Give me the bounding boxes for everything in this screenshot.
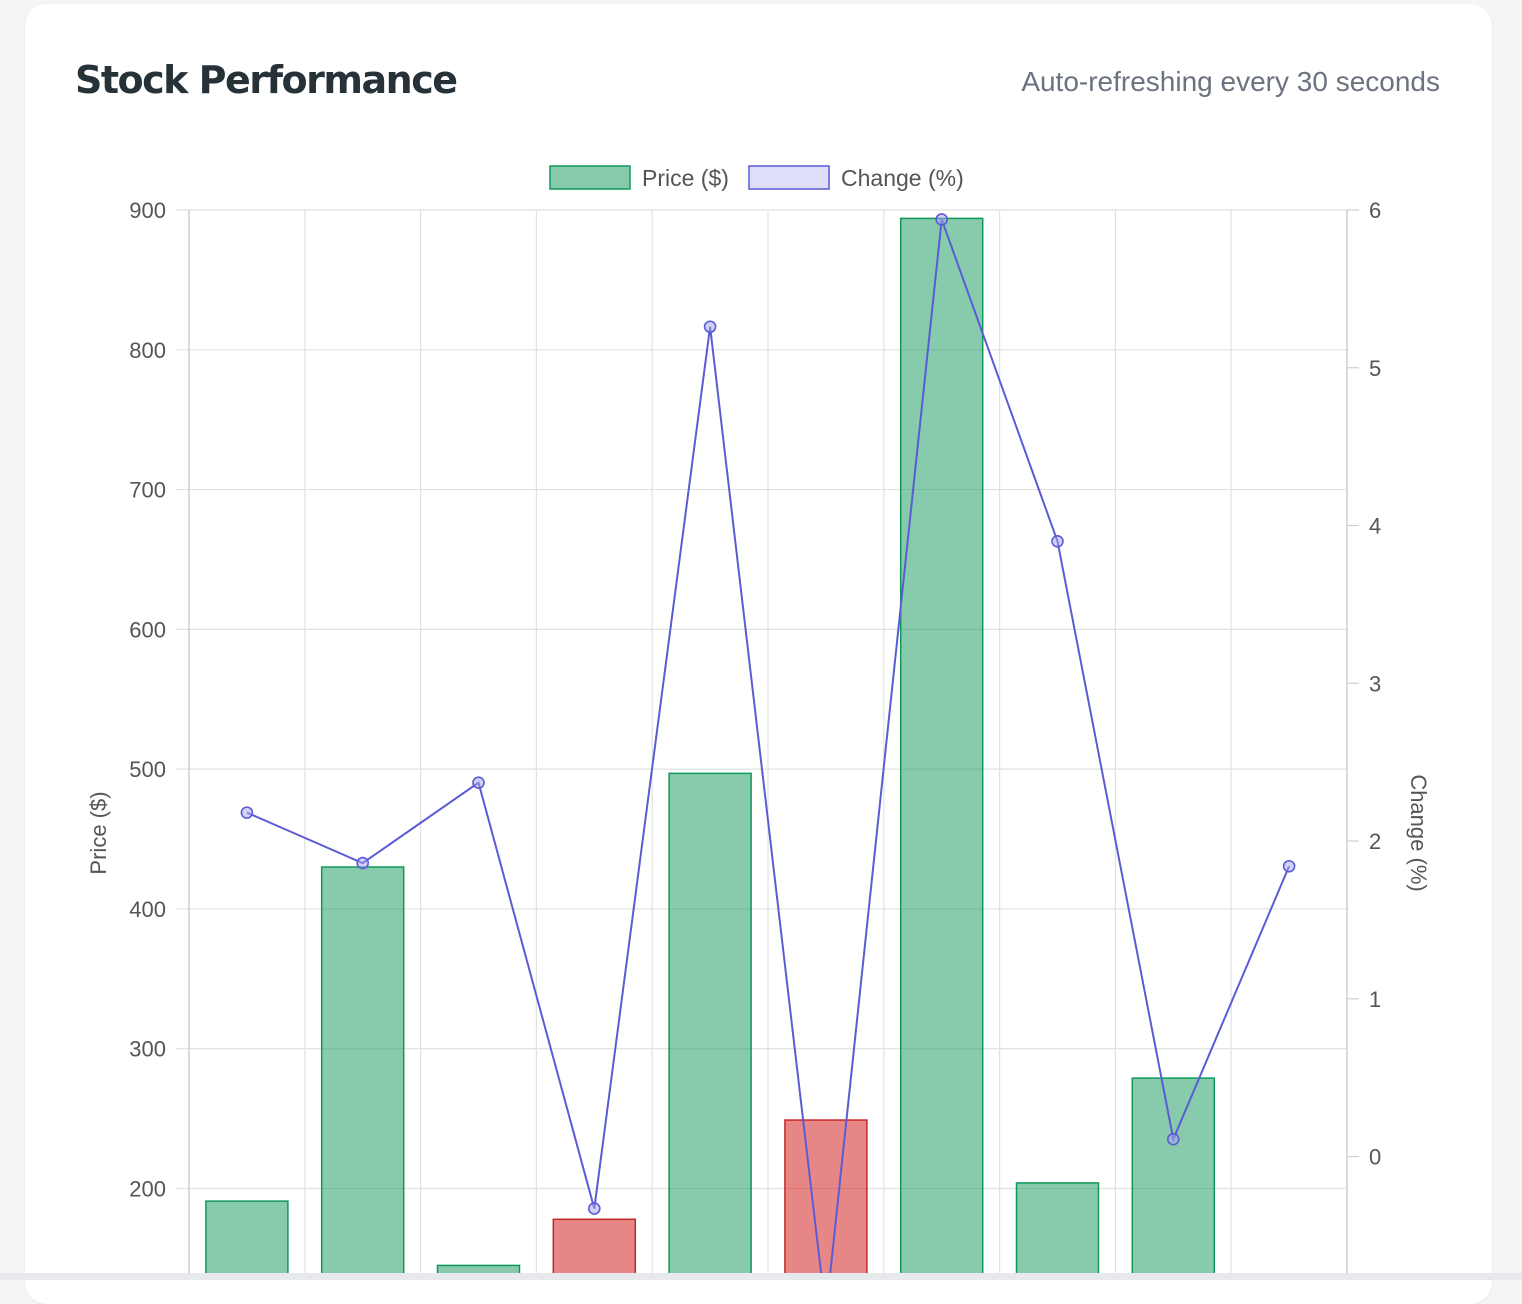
- right-tick-label: 0: [1369, 1145, 1381, 1170]
- chart-card: [25, 4, 1492, 1304]
- price-bar[interactable]: [205, 1200, 289, 1280]
- page-title: Stock Performance: [75, 58, 458, 102]
- price-bar[interactable]: [899, 217, 984, 1280]
- change-point[interactable]: [356, 856, 370, 870]
- price-bar[interactable]: [1131, 1077, 1216, 1280]
- right-tick-label: 5: [1369, 356, 1381, 381]
- chart-legend[interactable]: Price ($) Change (%): [549, 165, 964, 191]
- left-tick-label: 400: [129, 897, 166, 922]
- legend-swatch-price[interactable]: [549, 165, 631, 190]
- left-tick-label: 300: [129, 1037, 166, 1062]
- price-bar[interactable]: [320, 866, 405, 1280]
- legend-swatch-change[interactable]: [748, 165, 830, 190]
- change-point[interactable]: [240, 806, 254, 819]
- price-bar[interactable]: [784, 1119, 868, 1280]
- left-tick-label: 900: [129, 198, 166, 223]
- price-bars: [205, 217, 1216, 1280]
- left-tick-label: 800: [129, 338, 166, 363]
- left-tick-label: 500: [129, 757, 166, 782]
- left-tick-label: 700: [129, 478, 166, 503]
- change-point[interactable]: [935, 213, 949, 226]
- price-bar[interactable]: [668, 772, 752, 1280]
- left-tick-label: 600: [129, 617, 166, 642]
- change-line: [240, 213, 1296, 1280]
- legend-label-price[interactable]: Price ($): [642, 165, 729, 191]
- change-point[interactable]: [1051, 534, 1064, 548]
- right-tick-label: 6: [1369, 198, 1381, 223]
- right-tick-label: 3: [1369, 671, 1381, 696]
- change-point[interactable]: [703, 320, 717, 334]
- price-bar[interactable]: [552, 1218, 637, 1280]
- legend-label-change[interactable]: Change (%): [841, 165, 964, 191]
- change-point[interactable]: [472, 776, 485, 789]
- right-axis-title: Change (%): [1406, 774, 1431, 891]
- horizontal-scrollbar[interactable]: [0, 1273, 1522, 1280]
- left-axis-title: Price ($): [86, 791, 111, 874]
- price-bar[interactable]: [1015, 1182, 1100, 1280]
- right-tick-label: 4: [1369, 514, 1381, 539]
- refresh-status: Auto-refreshing every 30 seconds: [1021, 66, 1440, 97]
- chart-axes: 6 5 4 3 2 1 0 900 800 700 600 500 400 300 200 Price ($)…: [86, 198, 1431, 1280]
- change-series-line: [246, 219, 1291, 1280]
- left-tick-label: 200: [129, 1177, 166, 1202]
- change-point[interactable]: [587, 1202, 601, 1215]
- right-tick-label: 2: [1369, 829, 1381, 854]
- right-tick-label: 1: [1369, 987, 1381, 1012]
- change-point[interactable]: [1282, 859, 1296, 873]
- change-point[interactable]: [1167, 1132, 1180, 1146]
